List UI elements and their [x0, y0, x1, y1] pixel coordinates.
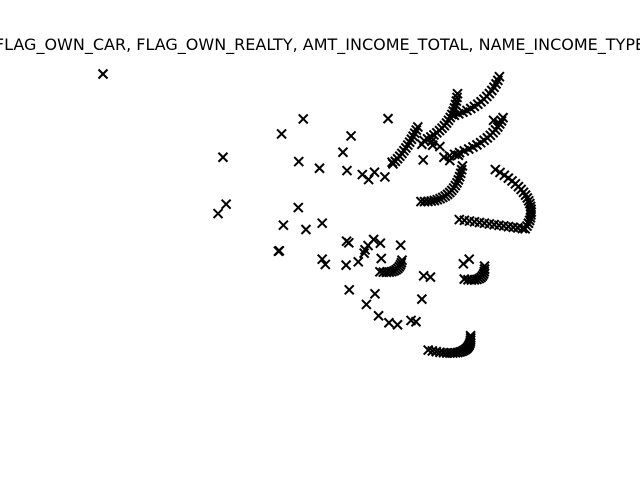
scatter-point: [412, 121, 424, 133]
marker-layer: [97, 68, 537, 359]
scatter-point: [316, 217, 328, 229]
scatter-point: [373, 310, 384, 321]
scatter-point: [432, 194, 443, 205]
scatter-point: [341, 165, 353, 176]
scatter-point: [212, 208, 224, 219]
scatter-point: [298, 113, 309, 125]
scatter-point: [383, 317, 395, 328]
scatter-point: [278, 219, 289, 231]
scatter-point: [314, 163, 325, 174]
scatter-point: [451, 92, 463, 103]
scatter-point: [434, 141, 446, 152]
scatter-point: [345, 130, 357, 142]
scatter-point: [479, 260, 490, 272]
scatter-point: [494, 71, 505, 82]
scatter-point: [446, 109, 458, 120]
scatter-point: [320, 259, 331, 270]
scatter-point: [368, 234, 379, 245]
scatter-point: [410, 316, 422, 327]
scatter-point: [517, 223, 528, 234]
scatter-point: [396, 254, 408, 266]
scatter-point: [340, 259, 352, 271]
scatter-point: [276, 128, 287, 140]
scatter-point: [465, 330, 476, 341]
scatter-point: [465, 334, 476, 346]
scatter-point: [217, 152, 229, 163]
scatter-point: [375, 237, 386, 249]
scatter-point: [524, 215, 535, 226]
scatter-point: [465, 332, 476, 344]
scatter-point: [293, 156, 304, 167]
scatter-point: [274, 245, 285, 257]
scatter-point: [220, 198, 232, 210]
scatter-point: [429, 195, 440, 206]
scatter-point: [418, 270, 429, 282]
scatter-point: [418, 154, 429, 166]
scatter-point: [523, 195, 534, 206]
scatter-point: [453, 174, 464, 186]
scatter-point: [369, 288, 381, 299]
scatter-point: [392, 319, 403, 330]
scatter-point: [455, 168, 466, 179]
scatter-point: [416, 293, 428, 305]
chart-title: FLAG_OWN_CAR, FLAG_OWN_REALTY, AMT_INCOM…: [0, 35, 640, 55]
scatter-point: [452, 88, 463, 99]
scatter-point: [454, 171, 465, 182]
scatter-point: [457, 160, 468, 172]
scatter-point: [479, 263, 490, 275]
scatter-point: [379, 171, 391, 183]
scatter-point: [361, 299, 372, 310]
scatter-point: [363, 174, 374, 185]
scatter-point: [434, 193, 446, 204]
scatter-point: [293, 202, 304, 213]
scatter-point: [376, 253, 387, 264]
scatter-point: [300, 224, 312, 235]
scatter-point: [448, 106, 459, 117]
scatter-point: [316, 253, 328, 265]
scatter-point: [464, 253, 475, 265]
scatter-point: [341, 235, 352, 247]
scatter-point: [490, 164, 501, 175]
scatter-point: [344, 284, 355, 295]
scatter-point: [382, 113, 394, 124]
scatter-point: [525, 212, 536, 223]
scatter-point: [369, 167, 380, 178]
scatter-point: [337, 147, 349, 158]
scatter-point: [353, 256, 364, 268]
scatter-point: [395, 239, 406, 251]
scatter-point: [451, 177, 463, 189]
scatter-point: [396, 257, 407, 268]
scatter-point: [97, 68, 109, 80]
scatter-point: [358, 247, 370, 259]
scatter-point: [497, 112, 509, 123]
